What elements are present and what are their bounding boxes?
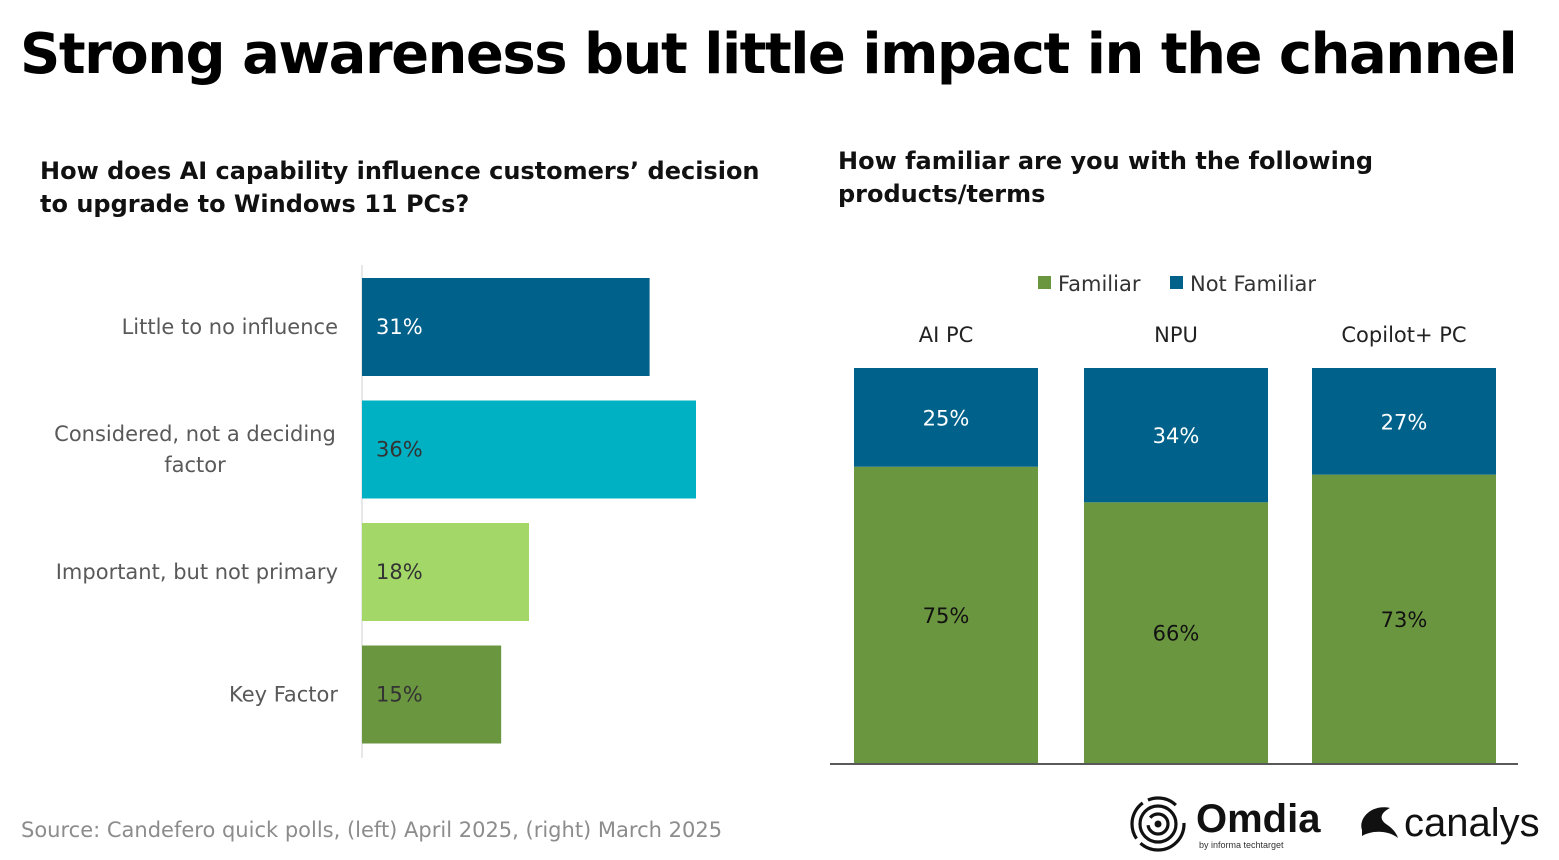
segment-not-familiar-ai-pc [854, 368, 1038, 467]
segment-not-familiar-copilot-pc [1312, 368, 1496, 475]
bar-value-label: 31% [376, 315, 423, 339]
segment-value-label: 66% [1153, 622, 1200, 646]
segment-value-label: 73% [1381, 608, 1428, 632]
slide-title: Strong awareness but little impact in th… [20, 22, 1518, 87]
segment-value-label: 25% [923, 406, 970, 430]
bar-value-label: 15% [376, 683, 423, 707]
category-label: Considered, not a deciding [54, 422, 336, 446]
segment-familiar-npu [1084, 502, 1268, 763]
svg-text:Omdia: Omdia [1196, 797, 1321, 841]
bar-important-but-not-primary [362, 523, 529, 621]
segment-value-label: 34% [1153, 424, 1200, 448]
source-note: Source: Candefero quick polls, (left) Ap… [21, 818, 723, 842]
legend-label: Familiar [1058, 272, 1141, 296]
legend-swatch [1170, 276, 1183, 289]
omdia-logo: Omdia by informa techtarget [1130, 796, 1321, 852]
segment-value-label: 75% [923, 604, 970, 628]
segment-familiar-ai-pc [854, 466, 1038, 763]
category-label: Important, but not primary [56, 560, 338, 584]
bar-little-to-no-influence [362, 278, 650, 376]
segment-value-label: 27% [1381, 410, 1428, 434]
familiarity-stacked-chart: Familiar Not Familiar AI PC 75% 25% NPU 66% 34%… [830, 272, 1518, 765]
category-label: factor [164, 453, 226, 477]
influence-bar-chart: 31% Little to no influence 36% Considered, … [54, 265, 696, 758]
canalys-logo: canalys [1361, 801, 1540, 845]
left-chart-title: How does AI capability influence custome… [40, 157, 760, 218]
column-category-label: NPU [1154, 323, 1198, 347]
category-label: Little to no influence [122, 315, 338, 339]
bar-value-label: 18% [376, 560, 423, 584]
legend-swatch [1038, 276, 1051, 289]
legend-label: Not Familiar [1190, 272, 1316, 296]
category-label: Key Factor [229, 683, 338, 707]
svg-text:by informa techtarget: by informa techtarget [1199, 840, 1284, 850]
segment-familiar-copilot-pc [1312, 474, 1496, 763]
right-chart-title: How familiar are you with the following … [838, 147, 1374, 208]
segment-not-familiar-npu [1084, 368, 1268, 503]
bar-value-label: 36% [376, 438, 423, 462]
bar-considered-not-a-deciding-factor [362, 400, 696, 499]
column-category-label: AI PC [919, 323, 974, 347]
column-category-label: Copilot+ PC [1341, 323, 1466, 347]
svg-text:canalys: canalys [1404, 801, 1540, 845]
bar-key-factor [362, 645, 502, 744]
